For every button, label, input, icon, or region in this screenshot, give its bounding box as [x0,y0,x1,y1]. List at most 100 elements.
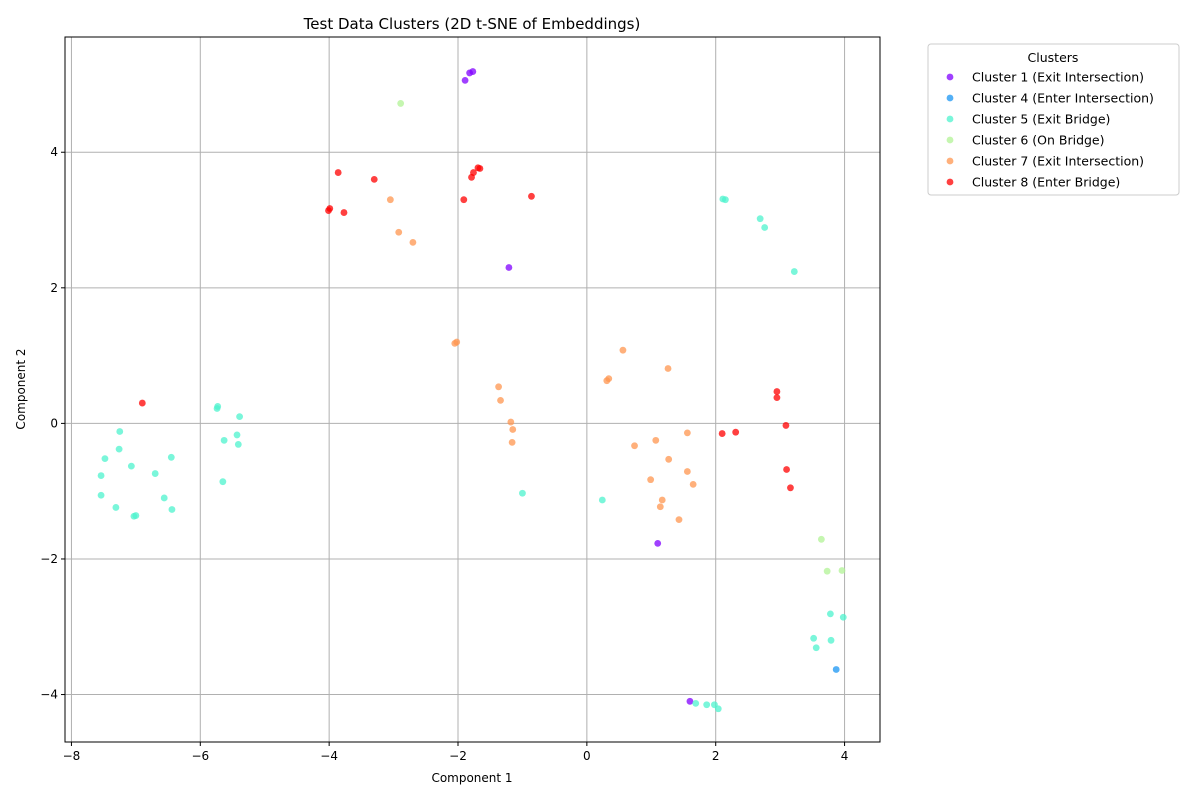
x-axis-ticks: −8 −6 −4 −2 0 2 4 [63,742,849,763]
data-point [167,453,175,461]
data-point [151,470,159,477]
data-point [756,215,764,223]
data-point [497,396,504,404]
data-point [505,264,513,271]
data-point [686,697,694,705]
x-tick-label: −2 [449,749,467,763]
data-point [395,228,403,236]
legend-label: Cluster 7 (Exit Intersection) [972,154,1144,169]
data-point [340,209,348,216]
y-axis-label: Component 2 [14,348,28,429]
data-point [495,383,502,391]
legend-entries: Cluster 1 (Exit Intersection) Cluster 4 (… [946,70,1154,190]
data-point [773,394,781,402]
data-point [507,418,515,426]
data-point [213,405,221,412]
data-point [219,478,227,486]
data-point [468,173,475,181]
data-point [790,268,798,275]
data-point [812,644,820,652]
data-point [234,441,242,448]
data-point [782,422,790,429]
data-point [761,224,769,231]
data-point [823,567,831,575]
legend: Clusters Cluster 1 (Exit Intersection)Cl… [927,43,1180,196]
series-cluster-2 [832,666,840,673]
y-tick-label: 0 [50,416,58,430]
legend-entry: Cluster 7 (Exit Intersection) [946,154,1144,169]
data-point [732,428,740,436]
data-point [112,504,120,511]
legend-marker [946,73,954,81]
data-point [647,476,655,484]
data-point [665,455,673,463]
data-point [689,481,697,488]
data-point [832,666,840,673]
data-point [714,705,722,713]
legend-marker [946,136,954,144]
legend-entry: Cluster 6 (On Bridge) [946,133,1105,148]
legend-entry: Cluster 8 (Enter Bridge) [946,175,1120,190]
data-point [528,192,535,200]
legend-box [927,43,1180,196]
data-point [115,445,123,453]
series-cluster-6 [138,164,794,492]
data-point [827,636,835,644]
x-tick-label: 2 [712,749,720,763]
legend-label: Cluster 4 (Enter Intersection) [972,91,1154,106]
data-point [451,340,459,347]
legend-title: Clusters [1028,50,1079,65]
data-point [598,496,606,504]
data-point [721,196,729,204]
data-point [773,388,781,395]
legend-label: Cluster 1 (Exit Intersection) [972,70,1144,85]
x-tick-label: −8 [63,749,81,763]
data-point [603,377,611,385]
data-point [631,442,638,450]
data-point [783,466,790,473]
data-point [519,489,526,497]
data-point [787,484,794,492]
data-point [97,472,105,479]
x-tick-label: −6 [191,749,209,763]
data-point [101,455,109,463]
data-point [334,169,342,176]
data-point [654,539,662,547]
data-point [220,436,228,444]
y-tick-label: −4 [40,688,58,702]
data-point [675,516,683,524]
data-point [160,494,168,502]
legend-label: Cluster 8 (Enter Bridge) [972,175,1120,190]
x-axis-label: Component 1 [431,771,512,785]
data-point [683,429,691,437]
data-point [168,506,176,513]
legend-marker [946,157,954,165]
data-point [409,238,417,246]
data-point [97,491,105,499]
series-cluster-3 [97,195,847,713]
data-point [138,399,146,407]
data-point [508,438,516,446]
y-tick-label: 4 [50,145,58,159]
data-point [236,413,243,421]
data-point [397,100,405,107]
data-point [127,462,135,470]
legend-label: Cluster 6 (On Bridge) [972,133,1105,148]
series-cluster-4 [397,100,846,575]
data-point [460,196,468,204]
grid [65,37,880,742]
chart-title: Test Data Clusters (2D t-SNE of Embeddin… [303,15,641,33]
data-point [658,496,666,504]
data-point [817,535,825,543]
data-point [656,503,664,511]
data-point [718,430,726,437]
data-point [839,613,847,621]
data-point [838,567,846,574]
legend-marker [946,178,954,186]
data-point [810,634,818,642]
data-point [386,196,394,204]
data-point [469,68,477,75]
x-tick-label: 4 [841,749,849,763]
data-point [325,207,332,214]
legend-entry: Cluster 1 (Exit Intersection) [946,70,1144,85]
